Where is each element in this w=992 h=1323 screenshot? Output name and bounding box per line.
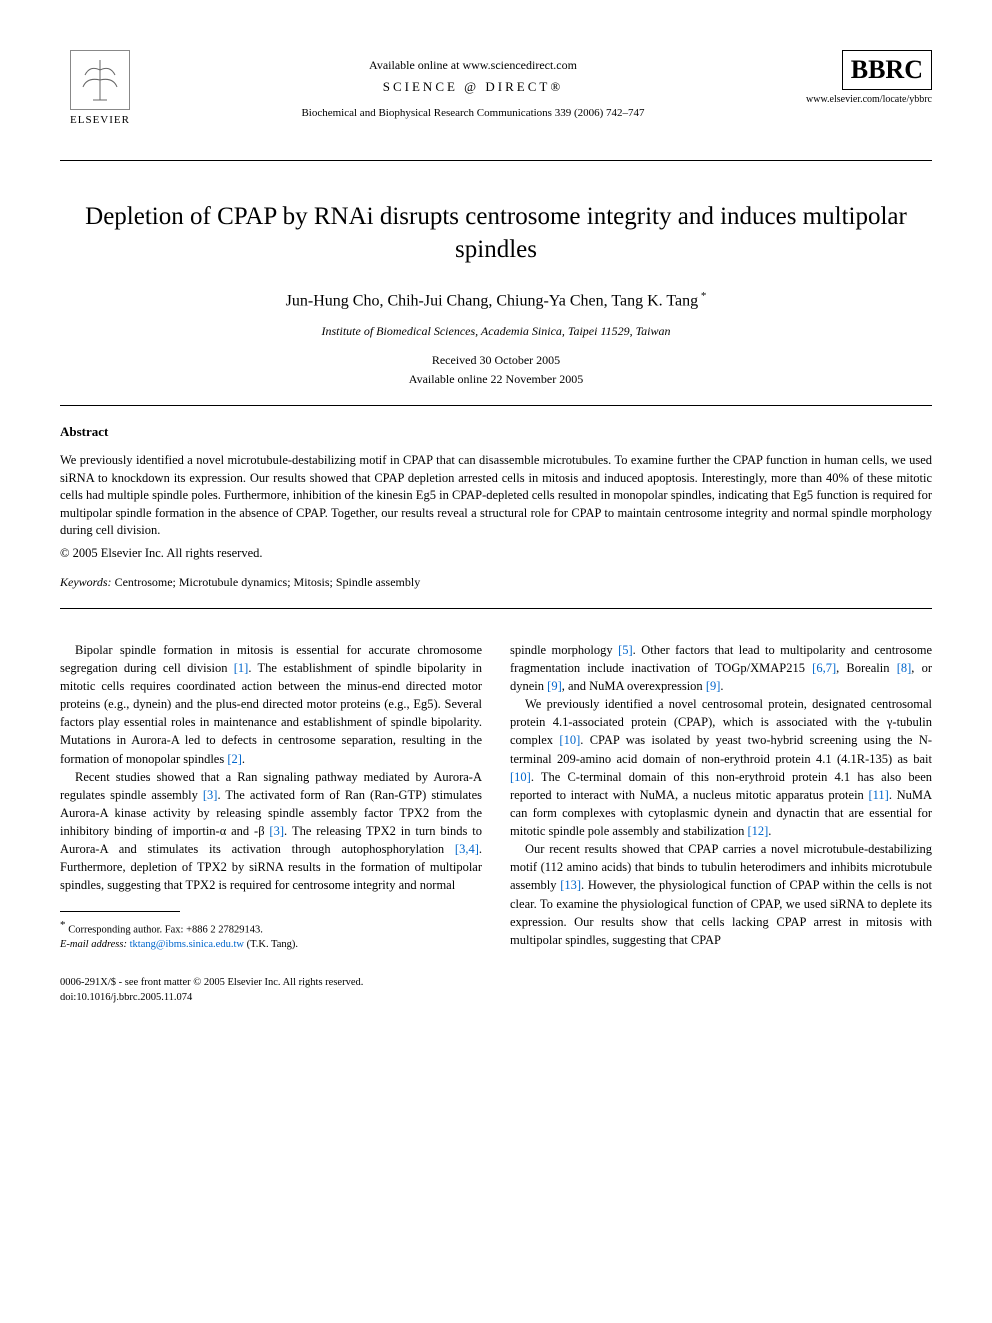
ref-link[interactable]: [13] [560,878,581,892]
ref-link[interactable]: [11] [868,788,888,802]
keywords: Keywords: Centrosome; Microtubule dynami… [60,575,932,590]
abstract-heading: Abstract [60,424,932,440]
email-link[interactable]: tktang@ibms.sinica.edu.tw [127,939,244,950]
ref-link[interactable]: [3] [269,824,284,838]
star-icon: * [60,919,68,931]
elsevier-text: ELSEVIER [70,114,130,126]
footnote-corresponding: * Corresponding author. Fax: +886 2 2782… [60,918,482,938]
footnote-divider [60,911,180,912]
ref-link[interactable]: [1] [234,661,249,675]
ref-link[interactable]: [9] [547,679,562,693]
ref-link[interactable]: [10] [559,733,580,747]
body-para-1: Bipolar spindle formation in mitosis is … [60,641,482,768]
divider-abstract-bottom [60,608,932,609]
authors: Jun-Hung Cho, Chih-Jui Chang, Chiung-Ya … [60,290,932,310]
ref-link[interactable]: [3,4] [455,842,479,856]
elsevier-tree-icon [70,50,130,110]
keywords-text: Centrosome; Microtubule dynamics; Mitosi… [112,575,421,589]
ref-link[interactable]: [8] [897,661,912,675]
body-columns: Bipolar spindle formation in mitosis is … [60,641,932,953]
available-online: Available online at www.sciencedirect.co… [140,58,806,73]
bbrc-logo: BBRC [842,50,932,90]
footnote-email: E-mail address: tktang@ibms.sinica.edu.t… [60,938,482,953]
affiliation: Institute of Biomedical Sciences, Academ… [60,324,932,339]
ref-link[interactable]: [10] [510,770,531,784]
body-para-3: We previously identified a novel centros… [510,695,932,840]
body-para-4: Our recent results showed that CPAP carr… [510,840,932,949]
ref-link[interactable]: [2] [227,752,242,766]
article-title: Depletion of CPAP by RNAi disrupts centr… [60,201,932,266]
body-para-continuation: spindle morphology [5]. Other factors th… [510,641,932,695]
ref-link[interactable]: [6,7] [812,661,836,675]
divider-top [60,160,932,161]
authors-text: Jun-Hung Cho, Chih-Jui Chang, Chiung-Ya … [286,292,698,309]
footer-doi: doi:10.1016/j.bbrc.2005.11.074 [60,991,932,1006]
right-column: spindle morphology [5]. Other factors th… [510,641,932,953]
elsevier-logo: ELSEVIER [60,50,140,140]
bbrc-url: www.elsevier.com/locate/ybbrc [806,94,932,105]
footer-issn: 0006-291X/$ - see front matter © 2005 El… [60,976,932,991]
bbrc-box: BBRC www.elsevier.com/locate/ybbrc [806,50,932,105]
date-available: Available online 22 November 2005 [60,372,932,387]
left-column: Bipolar spindle formation in mitosis is … [60,641,482,953]
header-row: ELSEVIER Available online at www.science… [60,50,932,140]
abstract-text: We previously identified a novel microtu… [60,452,932,540]
ref-link[interactable]: [9] [706,679,721,693]
date-received: Received 30 October 2005 [60,353,932,368]
body-para-2: Recent studies showed that a Ran signali… [60,768,482,895]
ref-link[interactable]: [5] [618,643,633,657]
header-center: Available online at www.sciencedirect.co… [140,50,806,119]
corresponding-star-icon: * [698,290,706,302]
sciencedirect-logo: SCIENCE @ DIRECT® [140,79,806,95]
abstract-copyright: © 2005 Elsevier Inc. All rights reserved… [60,546,932,561]
footer: 0006-291X/$ - see front matter © 2005 El… [60,976,932,1005]
ref-link[interactable]: [12] [747,824,768,838]
divider-abstract-top [60,405,932,406]
email-label: E-mail address: [60,939,127,950]
keywords-label: Keywords: [60,575,112,589]
journal-info: Biochemical and Biophysical Research Com… [140,107,806,119]
ref-link[interactable]: [3] [203,788,218,802]
